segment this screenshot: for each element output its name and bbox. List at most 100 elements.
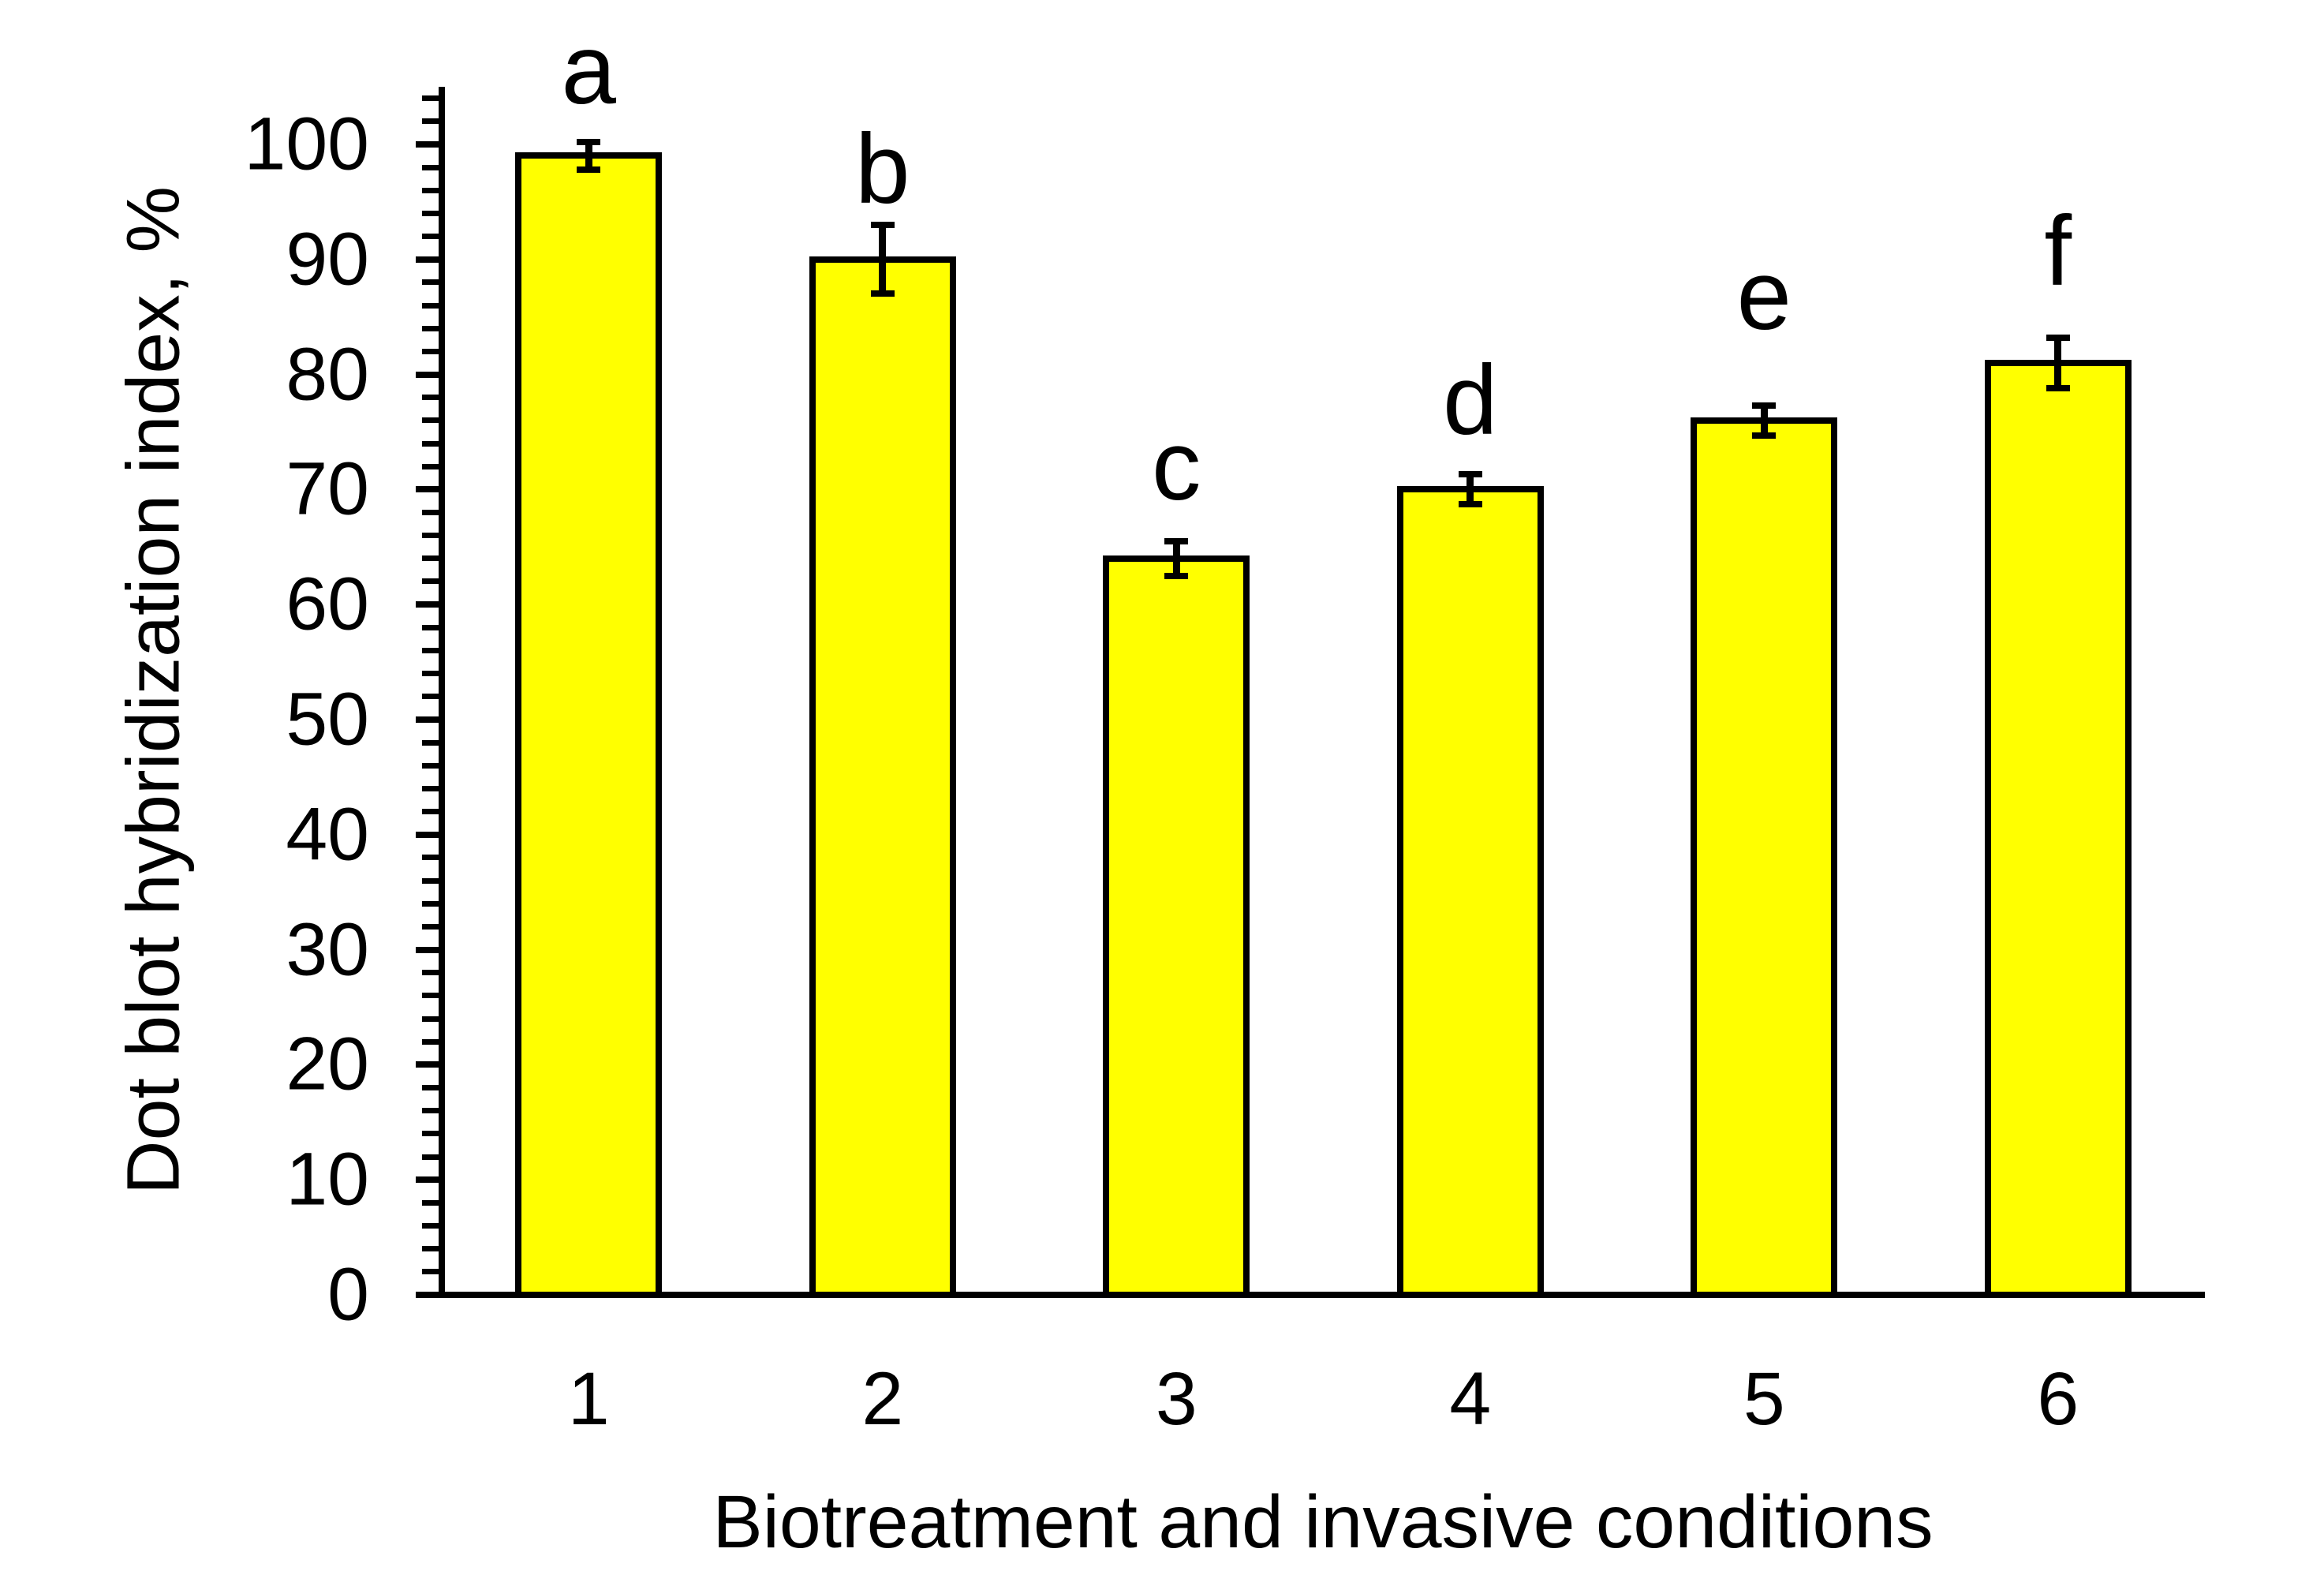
- y-minor-tick-78: [422, 395, 442, 401]
- error-bar-3: [1172, 541, 1180, 576]
- x-tick-label-3: 3: [1155, 1357, 1197, 1441]
- y-minor-tick-28: [422, 970, 442, 976]
- y-minor-tick-102: [422, 118, 442, 125]
- y-minor-tick-72: [422, 463, 442, 469]
- y-minor-tick-22: [422, 1038, 442, 1045]
- y-minor-tick-76: [422, 417, 442, 424]
- y-minor-tick-94: [422, 210, 442, 216]
- error-bar-4-top-cap: [1458, 471, 1482, 478]
- bar-4: [1396, 486, 1544, 1298]
- y-tick-label-50: 50: [286, 677, 369, 761]
- y-tick-label-10: 10: [286, 1137, 369, 1221]
- y-major-tick-60: [416, 601, 442, 608]
- x-tick-label-6: 6: [2037, 1357, 2079, 1441]
- y-tick-label-30: 30: [286, 907, 369, 992]
- y-minor-tick-6: [422, 1223, 442, 1229]
- error-bar-2-bottom-cap: [870, 290, 895, 297]
- x-axis-line: [439, 1292, 2205, 1298]
- error-bar-2: [879, 224, 887, 294]
- y-minor-tick-4: [422, 1246, 442, 1252]
- y-minor-tick-58: [422, 624, 442, 630]
- bar-1: [515, 152, 663, 1298]
- bar-2: [809, 256, 956, 1298]
- y-minor-tick-44: [422, 785, 442, 791]
- y-tick-label-60: 60: [286, 562, 369, 646]
- y-minor-tick-86: [422, 302, 442, 309]
- y-minor-tick-48: [422, 739, 442, 746]
- y-minor-tick-64: [422, 555, 442, 562]
- error-bar-1: [585, 141, 592, 170]
- y-tick-label-90: 90: [286, 217, 369, 301]
- y-minor-tick-92: [422, 234, 442, 240]
- y-minor-tick-84: [422, 325, 442, 331]
- y-minor-tick-36: [422, 877, 442, 884]
- bar-letter-4: d: [1442, 346, 1498, 455]
- error-bar-3-top-cap: [1164, 537, 1189, 544]
- error-bar-4-bottom-cap: [1458, 501, 1482, 508]
- y-minor-tick-66: [422, 533, 442, 539]
- y-minor-tick-8: [422, 1199, 442, 1206]
- y-tick-label-100: 100: [244, 102, 369, 186]
- bar-letter-1: a: [561, 15, 617, 125]
- y-major-tick-80: [416, 371, 442, 378]
- y-minor-tick-24: [422, 1016, 442, 1022]
- bar-letter-5: e: [1736, 241, 1792, 350]
- x-tick-label-4: 4: [1449, 1357, 1492, 1441]
- error-bar-5-top-cap: [1752, 402, 1777, 409]
- y-minor-tick-16: [422, 1108, 442, 1114]
- y-minor-tick-18: [422, 1085, 442, 1091]
- y-axis-line: [439, 87, 445, 1298]
- y-major-tick-40: [416, 831, 442, 838]
- y-minor-tick-42: [422, 809, 442, 815]
- y-tick-label-20: 20: [286, 1022, 369, 1106]
- y-minor-tick-2: [422, 1269, 442, 1275]
- y-minor-tick-104: [422, 95, 442, 102]
- x-axis-title: Biotreatment and invasive conditions: [712, 1480, 1934, 1564]
- bar-3: [1103, 555, 1250, 1298]
- y-major-tick-20: [416, 1061, 442, 1068]
- y-minor-tick-52: [422, 694, 442, 700]
- y-minor-tick-46: [422, 762, 442, 769]
- y-minor-tick-54: [422, 671, 442, 677]
- error-bar-5: [1760, 405, 1768, 436]
- y-minor-tick-62: [422, 578, 442, 585]
- y-major-tick-10: [416, 1176, 442, 1184]
- y-minor-tick-14: [422, 1131, 442, 1137]
- error-bar-6-top-cap: [2046, 334, 2070, 341]
- error-bar-3-bottom-cap: [1164, 572, 1189, 579]
- x-tick-label-2: 2: [861, 1357, 904, 1441]
- y-minor-tick-74: [422, 440, 442, 447]
- y-minor-tick-34: [422, 900, 442, 907]
- y-major-tick-30: [416, 946, 442, 953]
- x-tick-label-5: 5: [1743, 1357, 1785, 1441]
- y-tick-label-70: 70: [286, 447, 369, 531]
- error-bar-6: [2054, 337, 2062, 389]
- y-major-tick-100: [416, 140, 442, 148]
- y-minor-tick-88: [422, 279, 442, 286]
- y-major-tick-50: [416, 716, 442, 723]
- y-minor-tick-32: [422, 923, 442, 930]
- bar-5: [1691, 417, 1838, 1298]
- y-major-tick-0: [416, 1292, 442, 1298]
- bar-letter-2: b: [854, 114, 910, 224]
- y-tick-label-0: 0: [327, 1252, 369, 1337]
- y-minor-tick-82: [422, 348, 442, 354]
- error-bar-1-top-cap: [577, 138, 601, 145]
- y-minor-tick-98: [422, 164, 442, 170]
- bar-letter-3: c: [1152, 411, 1201, 521]
- error-bar-2-top-cap: [870, 221, 895, 228]
- y-major-tick-90: [416, 256, 442, 263]
- y-minor-tick-26: [422, 993, 442, 999]
- error-bar-1-bottom-cap: [577, 166, 601, 173]
- y-minor-tick-38: [422, 855, 442, 861]
- x-tick-label-1: 1: [567, 1357, 610, 1441]
- y-minor-tick-12: [422, 1154, 442, 1160]
- error-bar-6-bottom-cap: [2046, 385, 2070, 392]
- y-tick-label-80: 80: [286, 332, 369, 417]
- error-bar-4: [1467, 474, 1474, 505]
- y-major-tick-70: [416, 486, 442, 493]
- bar-letter-6: f: [2044, 196, 2072, 306]
- y-minor-tick-96: [422, 187, 442, 193]
